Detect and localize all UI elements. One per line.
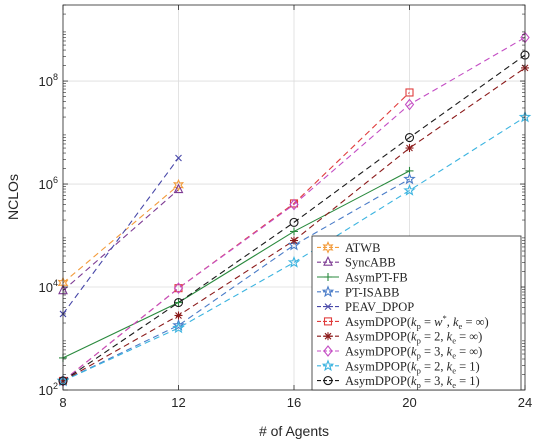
data-point [289,217,299,227]
legend-marker [324,332,332,341]
x-tick-label: 16 [287,395,301,410]
legend-item: AsymPT-FB [317,271,408,285]
data-point [173,183,184,194]
series-markers [56,31,532,387]
legend-marker [323,376,333,386]
x-tick-label: 24 [518,395,532,410]
data-point [172,318,185,331]
series-line [62,178,410,382]
legend-marker [322,241,334,254]
data-point [287,255,301,268]
legend-item: PT-ISABB [317,285,399,299]
legend-item: ATWB [317,241,380,255]
data-point [174,311,183,320]
legend-marker [321,285,335,298]
legend: ATWBSyncABBAsymPT-FBPT-ISABBPEAV_DPOPAsy… [311,235,522,391]
data-point [172,178,185,192]
data-point [405,88,414,97]
data-point [289,198,299,211]
data-point [173,282,184,295]
series-line [62,157,179,315]
data-point [290,227,298,236]
legend-label: AsymDPOP(kp = 3, ke = ∞) [345,345,482,361]
x-tick-label: 12 [171,395,185,410]
series-line [62,189,179,292]
legend-label: ATWB [345,241,380,255]
data-point [403,172,416,185]
legend-item: AsymDPOP(kp = 3, ke = ∞) [317,345,482,361]
legend-box [311,235,522,391]
legend-item: AsymDPOP(kp = w*, ke = ∞) [317,313,489,331]
legend-item: AsymDPOP(kp = 2, ke = ∞) [317,330,482,346]
y-axis-label: NCLOs [5,174,21,220]
data-point [404,98,415,111]
series-line [62,116,526,382]
data-point [404,132,415,143]
series-line [62,184,179,284]
x-tick-label: 20 [402,395,416,410]
legend-label: PEAV_DPOP [345,300,414,314]
data-point [173,297,184,308]
legend-item: SyncABB [317,256,396,270]
legend-marker [323,317,333,326]
data-point [405,144,414,153]
legend-label: AsymDPOP(kp = 2, ke = ∞) [345,330,482,346]
legend-marker [324,273,332,281]
series-line [62,170,410,359]
legend-marker [321,359,335,372]
y-tick-label: 104 [39,278,58,295]
legend-label: AsymPT-FB [345,271,408,285]
legend-label: AsymDPOP(kp = w*, ke = ∞) [345,313,489,331]
data-point [290,236,298,245]
legend-label: AsymDPOP(kp = 2, ke = 1) [345,359,480,375]
data-point [175,154,182,162]
legend-label: PT-ISABB [345,285,399,299]
legend-item: PEAV_DPOP [317,300,414,314]
legend-label: AsymDPOP(kp = 3, ke = 1) [345,374,480,390]
series-line [62,37,526,382]
legend-marker [323,255,333,266]
y-tick-labels: 102 104 106 108 [39,72,58,398]
series-line [62,54,526,382]
data-point [403,183,416,196]
y-tick-label: 102 [39,381,58,398]
legend-label: SyncABB [345,256,396,270]
data-point [174,298,183,307]
data-point [287,238,301,251]
x-tick-label: 8 [59,395,66,410]
data-point [172,321,185,334]
legend-marker [323,345,333,357]
legend-item: AsymDPOP(kp = 2, ke = 1) [317,359,480,375]
x-axis-label: # of Agents [259,423,329,439]
y-tick-label: 106 [39,175,58,192]
ticks [62,4,526,391]
y-tick-label: 108 [39,72,58,89]
legend-item: AsymDPOP(kp = 3, ke = 1) [317,374,480,390]
legend-marker [324,303,332,310]
x-tick-labels: 8 12 16 20 24 [59,395,532,410]
